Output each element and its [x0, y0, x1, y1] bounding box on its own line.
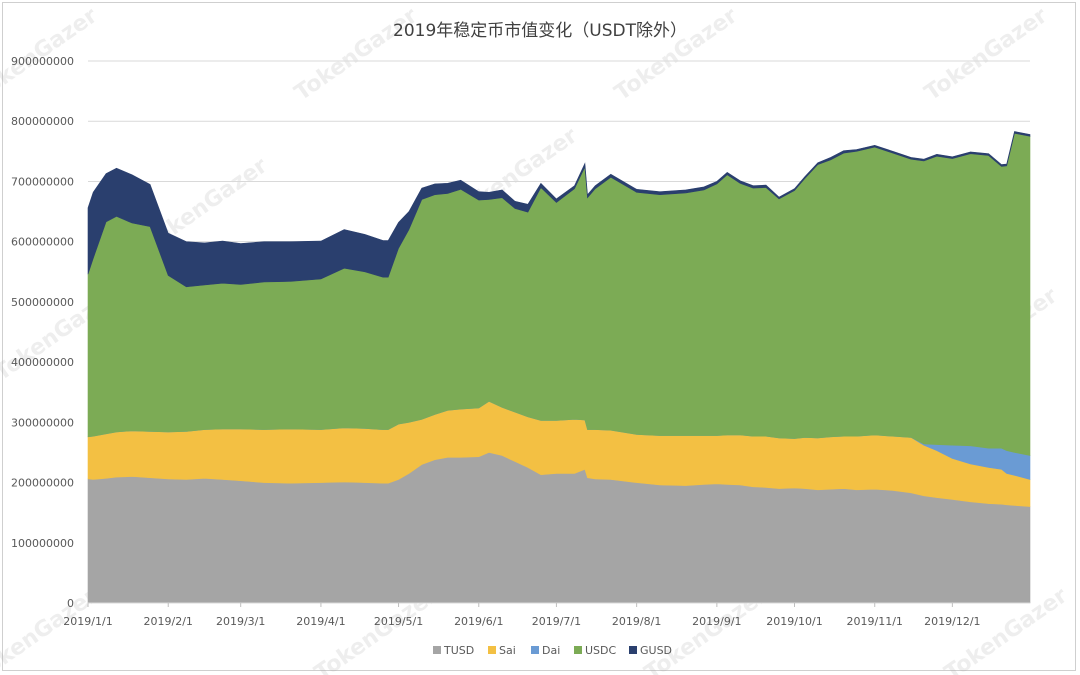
- y-tick-label: 500000000: [11, 296, 74, 309]
- x-tick-label: 2019/11/1: [847, 615, 903, 628]
- legend-label-dai: Dai: [542, 644, 560, 657]
- x-tick-label: 2019/1/1: [63, 615, 112, 628]
- y-tick-label: 700000000: [11, 175, 74, 188]
- x-tick-label: 2019/6/1: [454, 615, 503, 628]
- watermark-text: TokenGazer: [290, 3, 422, 106]
- legend-swatch-dai: [531, 646, 539, 654]
- x-tick-label: 2019/12/1: [924, 615, 980, 628]
- legend-label-gusd: GUSD: [640, 644, 672, 657]
- x-tick-label: 2019/8/1: [612, 615, 661, 628]
- y-tick-label: 400000000: [11, 356, 74, 369]
- y-tick-labels: 0 100000000 200000000 300000000 400000000 500…: [11, 55, 74, 610]
- x-tick-label: 2019/3/1: [216, 615, 265, 628]
- y-tick-label: 200000000: [11, 477, 74, 490]
- y-tick-label: 800000000: [11, 115, 74, 128]
- x-tick-label: 2019/7/1: [532, 615, 581, 628]
- chart-title: 2019年稳定币市值变化（USDT除外）: [393, 21, 687, 41]
- x-tick-label: 2019/2/1: [144, 615, 193, 628]
- y-tick-label: 0: [67, 597, 74, 610]
- y-tick-label: 300000000: [11, 416, 74, 429]
- legend-swatch-usdc: [574, 646, 582, 654]
- area-gusd: [87, 131, 1031, 288]
- x-tick-label: 2019/10/1: [766, 615, 822, 628]
- legend-swatch-gusd: [629, 646, 637, 654]
- watermark-text: TokenGazer: [920, 3, 1052, 106]
- x-tick-label: 2019/4/1: [296, 615, 345, 628]
- x-tick-labels: 2019/1/1 2019/2/1 2019/3/1 2019/4/1 2019/5/1…: [63, 603, 981, 628]
- legend-swatch-sai: [488, 646, 496, 654]
- legend-label-tusd: TUSD: [443, 644, 474, 657]
- legend: TUSD Sai Dai USDC GUSD: [433, 644, 672, 657]
- legend-swatch-tusd: [433, 646, 441, 654]
- legend-label-usdc: USDC: [585, 644, 617, 657]
- x-tick-label: 2019/9/1: [692, 615, 741, 628]
- y-tick-label: 600000000: [11, 236, 74, 249]
- x-tick-label: 2019/5/1: [374, 615, 423, 628]
- watermark-text: TokenGazer: [610, 3, 742, 106]
- watermark-text: TokenGazer: [0, 583, 102, 675]
- y-tick-label: 900000000: [11, 55, 74, 68]
- series-areas: [87, 131, 1031, 604]
- legend-label-sai: Sai: [499, 644, 516, 657]
- y-tick-label: 100000000: [11, 537, 74, 550]
